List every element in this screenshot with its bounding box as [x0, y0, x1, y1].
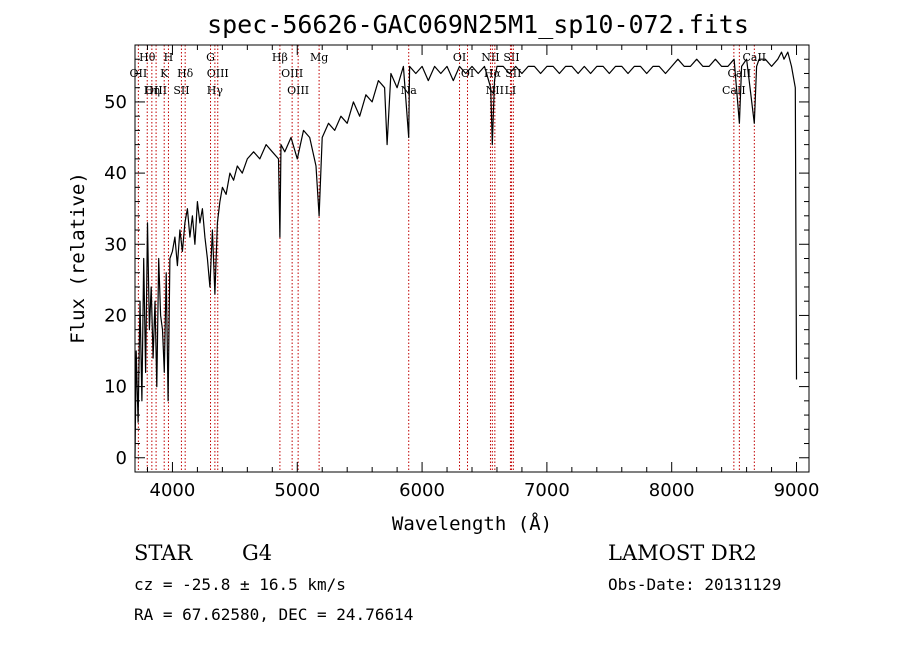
object-class: STAR: [134, 541, 193, 565]
line-marker-label: OIII: [281, 67, 303, 80]
line-marker-label: LI: [505, 84, 517, 97]
line-marker-label: NII: [481, 51, 499, 64]
plot-axes: 4000 5000 6000 7000 8000 9000 0 10 20 30 40 50: [104, 44, 820, 501]
y-axis-label: Flux (relative): [67, 172, 89, 344]
x-tick-label: 6000: [399, 480, 445, 501]
y-tick-label: 40: [104, 163, 127, 184]
x-axis-label: Wavelength (Å): [392, 512, 552, 535]
line-marker-label: CaII: [722, 84, 746, 97]
ra-dec-coordinates: RA = 67.62580, DEC = 24.76614: [134, 605, 413, 624]
line-marker-label: OIII: [287, 84, 309, 97]
line-marker-label: OIII: [207, 67, 229, 80]
survey-name: LAMOST DR2: [608, 541, 757, 565]
line-marker-label: Mg: [310, 51, 328, 64]
line-marker-label: G: [206, 51, 215, 64]
line-marker-label: Hβ: [272, 51, 288, 64]
x-tick-label: 5000: [274, 480, 320, 501]
object-subclass: G4: [242, 541, 272, 565]
line-marker-label: SII: [505, 67, 521, 80]
y-tick-label: 0: [116, 448, 127, 469]
redshift-cz: cz = -25.8 ± 16.5 km/s: [134, 575, 346, 594]
x-tick-label: 8000: [649, 480, 695, 501]
line-marker-label: Hη: [144, 84, 160, 97]
y-tick-label: 10: [104, 377, 127, 398]
line-marker-label: Hθ: [139, 51, 156, 64]
line-marker-label: H: [164, 51, 174, 64]
spectrum-line: [134, 51, 798, 458]
line-marker-label: OI: [461, 67, 474, 80]
line-marker-label: SII: [173, 84, 189, 97]
line-marker-label: K: [160, 67, 169, 80]
y-tick-label: 20: [104, 305, 127, 326]
plot-frame: [134, 44, 810, 473]
line-marker-label: Hα: [484, 67, 502, 80]
line-marker-label: OI: [453, 51, 466, 64]
x-tick-label: 9000: [774, 480, 820, 501]
line-marker-label: Hδ: [177, 67, 194, 80]
y-tick-label: 30: [104, 234, 127, 255]
chart-title: spec-56626-GAC069N25M1_sp10-072.fits: [207, 10, 749, 39]
y-tick-label: 50: [104, 92, 127, 113]
line-marker-label: OIII: [145, 84, 167, 97]
line-marker-label: SII: [503, 51, 519, 64]
spectrum-series: [134, 51, 798, 458]
x-tick-label: 7000: [524, 480, 570, 501]
line-marker-label: Hγ: [207, 84, 224, 97]
line-marker-label: CaII: [728, 67, 752, 80]
x-tick-label: 4000: [150, 480, 196, 501]
line-marker-label: CaII: [742, 51, 766, 64]
obs-date: Obs-Date: 20131129: [608, 575, 781, 594]
